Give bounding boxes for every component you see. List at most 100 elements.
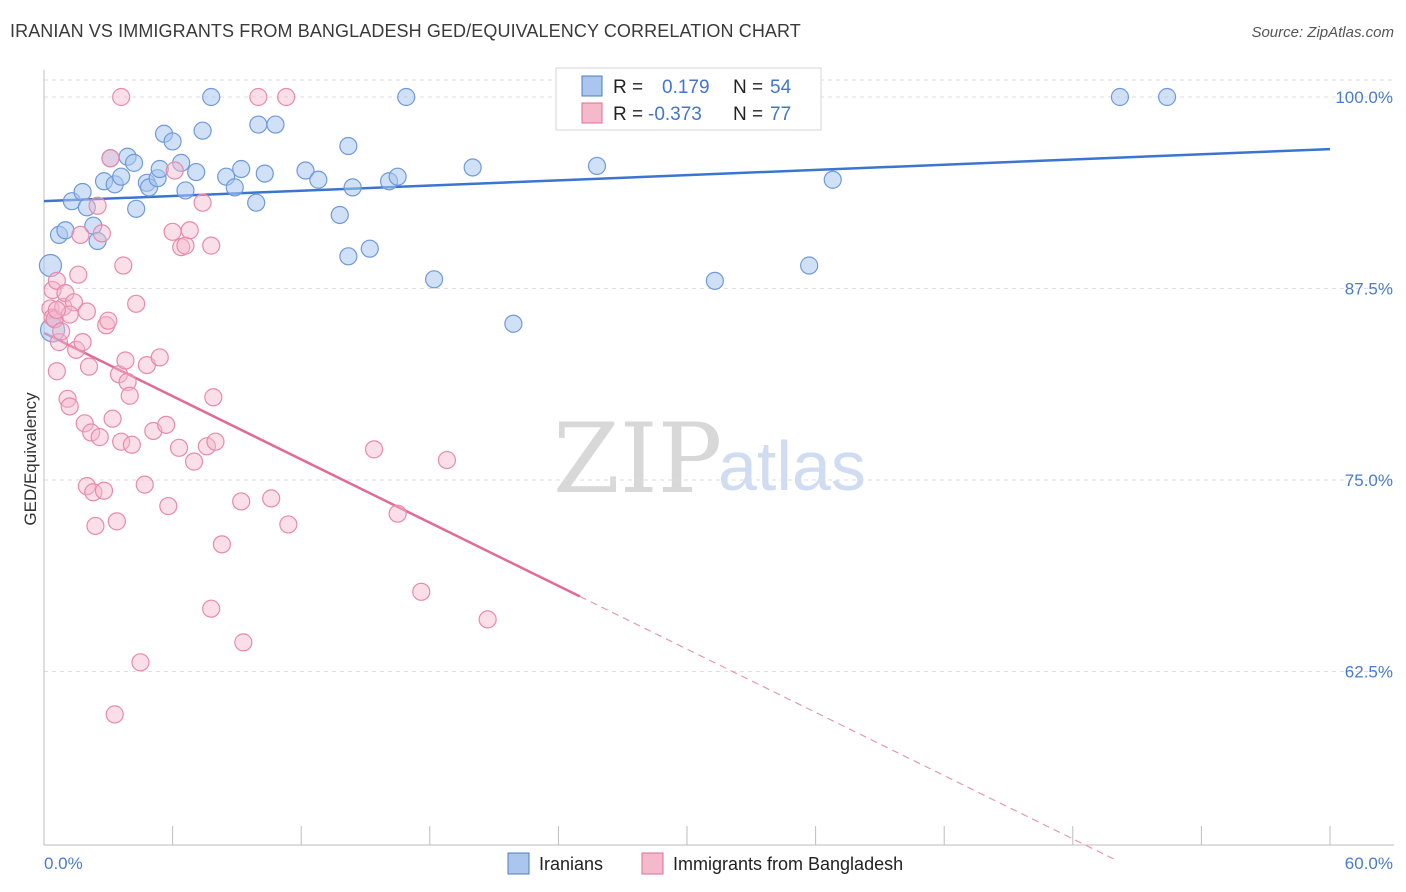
point-bangladesh (105, 705, 124, 724)
point-iranians (247, 193, 266, 212)
point-iranians (112, 167, 131, 186)
series-legend: Iranians Immigrants from Bangladesh (507, 852, 903, 875)
point-iranians (388, 167, 407, 186)
y-tick-label: 62.5% (1345, 663, 1393, 682)
point-bangladesh (112, 87, 131, 107)
point-bangladesh (69, 265, 88, 284)
x-ticks (43, 826, 1331, 845)
point-bangladesh (478, 610, 497, 629)
point-bangladesh (82, 423, 101, 442)
axes (43, 70, 1394, 846)
point-bangladesh (163, 222, 182, 241)
point-iranians (1158, 87, 1177, 107)
point-bangladesh (184, 452, 204, 471)
point-iranians (800, 256, 819, 275)
point-bangladesh (47, 300, 66, 320)
point-bangladesh (206, 432, 225, 451)
series-swatch-bangladesh (641, 852, 664, 875)
point-iranians (424, 270, 444, 289)
point-bangladesh (79, 357, 99, 376)
point-bangladesh (202, 599, 221, 618)
point-bangladesh (364, 440, 384, 459)
legend-r-label-1: R = (613, 77, 643, 98)
point-bangladesh (77, 302, 96, 321)
point-bangladesh (120, 386, 139, 405)
point-bangladesh (112, 432, 131, 451)
y-tick-labels: 100.0% 87.5% 75.0% 62.5% (1335, 88, 1393, 682)
point-iranians (339, 247, 358, 266)
point-bangladesh (412, 582, 431, 601)
point-bangladesh (71, 225, 90, 244)
point-bangladesh (234, 633, 253, 652)
point-bangladesh (131, 653, 150, 672)
y-tick-label: 100.0% (1335, 88, 1393, 107)
point-iranians (330, 205, 349, 225)
point-bangladesh (47, 362, 66, 381)
point-bangladesh (159, 496, 178, 516)
point-iranians (176, 181, 195, 200)
point-bangladesh (92, 224, 111, 243)
point-bangladesh (249, 87, 268, 107)
legend-n-value-2: 77 (770, 104, 791, 125)
point-bangladesh (437, 450, 457, 470)
trend-line-bangladesh (43, 331, 581, 598)
point-iranians (127, 199, 146, 218)
legend-r-value-1: 0.179 (662, 77, 710, 98)
source-credit: Source: ZipAtlas.com (1251, 24, 1394, 41)
point-bangladesh (60, 397, 79, 416)
point-bangladesh (388, 504, 407, 523)
point-iranians (504, 314, 523, 333)
legend-swatch-iranians (581, 75, 603, 97)
legend-n-value-1: 54 (770, 77, 792, 98)
point-iranians (1110, 87, 1130, 107)
point-iranians (124, 153, 144, 172)
point-bangladesh (127, 294, 146, 313)
y-tick-label: 87.5% (1345, 280, 1393, 299)
point-iranians (397, 87, 416, 107)
point-iranians (193, 121, 212, 140)
point-bangladesh (90, 428, 109, 447)
point-iranians (56, 221, 75, 240)
chart-title: IRANIAN VS IMMIGRANTS FROM BANGLADESH GE… (10, 21, 801, 41)
point-bangladesh (169, 438, 189, 457)
series-swatch-iranians (507, 852, 530, 875)
point-bangladesh (94, 481, 114, 500)
point-bangladesh (114, 256, 133, 275)
legend-r-value-2: -0.373 (648, 104, 702, 125)
x-tick-label-min: 0.0% (44, 854, 83, 873)
point-bangladesh (165, 161, 184, 180)
point-iranians (249, 115, 268, 134)
point-bangladesh (103, 409, 122, 428)
point-bangladesh (204, 388, 223, 407)
trend-lines (43, 147, 1331, 861)
point-bangladesh (212, 535, 231, 554)
point-iranians (187, 162, 206, 182)
point-iranians (202, 87, 221, 107)
point-bangladesh (135, 475, 154, 494)
point-bangladesh (101, 149, 120, 168)
trend-line-bangladesh-extension (579, 595, 1116, 861)
point-bangladesh (73, 333, 92, 352)
point-iranians (360, 239, 379, 258)
point-bangladesh (232, 492, 251, 511)
point-bangladesh (193, 193, 212, 212)
point-bangladesh (279, 515, 298, 534)
y-axis-label: GED/Equivalency (21, 392, 40, 526)
x-tick-label-max: 60.0% (1345, 854, 1393, 873)
point-bangladesh (88, 196, 107, 215)
series-label-iranians: Iranians (539, 854, 603, 874)
point-iranians (232, 159, 251, 179)
point-iranians (225, 178, 244, 197)
watermark-zip: ZIP (553, 403, 722, 515)
point-bangladesh (202, 236, 221, 255)
point-bangladesh (107, 512, 126, 531)
legend-n-label-2: N = (733, 104, 763, 125)
y-tick-label: 75.0% (1345, 471, 1393, 490)
point-iranians (150, 159, 169, 179)
point-iranians (823, 170, 842, 189)
legend-n-label-1: N = (733, 77, 763, 98)
point-bangladesh (75, 414, 94, 433)
point-iranians (705, 271, 724, 290)
point-iranians (339, 136, 358, 156)
